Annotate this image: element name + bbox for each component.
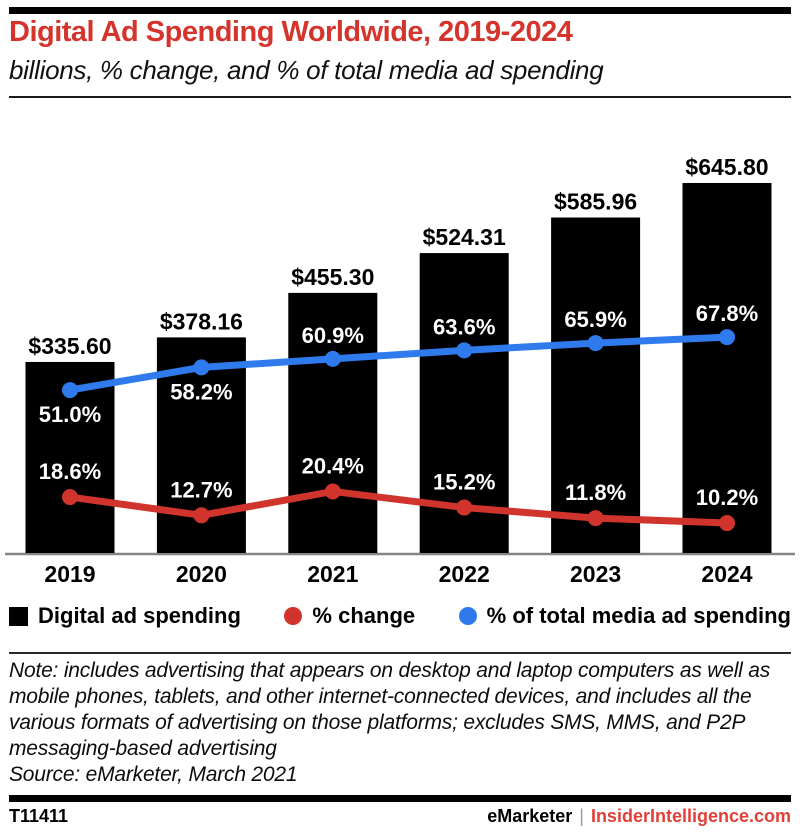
x-axis-label-2019: 2019 <box>44 561 95 587</box>
legend-item-pct-change: % change <box>284 603 415 629</box>
bar-value-label-2022: $524.31 <box>423 224 506 250</box>
red-value-label-2020: 12.7% <box>170 477 232 502</box>
blue-point-2019 <box>62 382 78 399</box>
legend: Digital ad spending % change % of total … <box>9 603 791 629</box>
x-axis-label-2021: 2021 <box>307 561 358 587</box>
blue-value-label-2019: 51.0% <box>39 402 101 427</box>
bar-value-label-2019: $335.60 <box>28 333 111 359</box>
blue-point-2020 <box>193 359 210 376</box>
legend-label: % of total media ad spending <box>486 603 791 628</box>
brand-emarketer: eMarketer <box>487 806 573 826</box>
x-axis-label-2022: 2022 <box>439 561 490 587</box>
top-rule <box>9 7 791 14</box>
blue-value-label-2023: 65.9% <box>564 307 626 332</box>
red-point-2023 <box>587 510 604 527</box>
page-title: Digital Ad Spending Worldwide, 2019-2024 <box>9 16 573 48</box>
x-axis-label-2024: 2024 <box>701 561 752 587</box>
legend-label: % change <box>312 603 416 628</box>
bar-value-label-2020: $378.16 <box>160 308 243 334</box>
brand-separator: | <box>579 806 584 826</box>
note-divider <box>9 652 791 654</box>
blue-point-2022 <box>456 342 473 359</box>
bar-2024 <box>682 182 772 554</box>
bar-value-label-2021: $455.30 <box>291 264 374 290</box>
red-point-2022 <box>456 499 473 516</box>
red-value-label-2022: 15.2% <box>433 470 495 495</box>
title-divider <box>9 96 791 98</box>
x-axis-label-2023: 2023 <box>570 561 621 587</box>
chart-subtitle: billions, % change, and % of total media… <box>9 55 604 85</box>
red-value-label-2019: 18.6% <box>39 459 101 484</box>
blue-value-label-2020: 58.2% <box>170 379 232 404</box>
red-value-label-2021: 20.4% <box>302 453 364 478</box>
blue-value-label-2021: 60.9% <box>302 323 364 348</box>
chart-canvas: $335.60 $378.16 $455.30 $524.31 $585.96 $645.… <box>5 154 795 587</box>
red-value-label-2024: 10.2% <box>696 485 758 510</box>
bar-2023 <box>551 217 641 553</box>
bar-swatch-icon <box>9 606 28 626</box>
red-point-2020 <box>193 507 210 524</box>
footer-branding: eMarketer | InsiderIntelligence.com <box>487 806 791 827</box>
red-line <box>66 487 731 527</box>
bar-value-label-2023: $585.96 <box>554 189 637 215</box>
x-axis-label-2020: 2020 <box>176 561 227 587</box>
bar-value-label-2024: $645.80 <box>685 154 768 180</box>
footnote-block: Note: includes advertising that appears … <box>9 658 793 788</box>
blue-point-2021 <box>324 350 341 367</box>
blue-dot-icon <box>458 607 477 625</box>
red-value-label-2023: 11.8% <box>565 480 626 505</box>
legend-item-pct-of-total: % of total media ad spending <box>458 603 791 629</box>
blue-point-2024 <box>719 329 735 346</box>
blue-value-label-2022: 63.6% <box>433 314 495 339</box>
source-text: Source: eMarketer, March 2021 <box>9 763 298 786</box>
red-dot-icon <box>284 607 303 625</box>
blue-value-label-2024: 67.8% <box>696 301 758 326</box>
blue-point-2023 <box>587 335 604 352</box>
legend-label: Digital ad spending <box>38 603 241 628</box>
red-point-2021 <box>324 483 341 500</box>
red-point-2024 <box>719 515 735 532</box>
red-point-2019 <box>62 489 78 506</box>
bottom-rule <box>9 795 791 802</box>
report-id: T11411 <box>9 806 69 826</box>
blue-line <box>66 333 731 394</box>
bar-2021 <box>288 292 378 553</box>
brand-site: InsiderIntelligence.com <box>590 806 791 826</box>
note-text: Note: includes advertising that appears … <box>9 659 771 760</box>
legend-item-digital-ad-spending: Digital ad spending <box>9 603 241 629</box>
